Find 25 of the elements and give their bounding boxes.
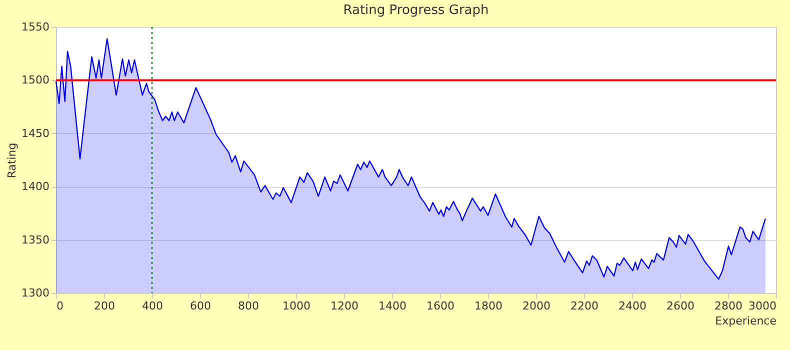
y-tick-label: 1450: [22, 126, 50, 140]
y-tick-label: 1300: [22, 286, 50, 300]
x-tick-label: 1400: [378, 300, 406, 312]
x-tick-label: 200: [94, 300, 115, 312]
y-tick-label: 1550: [22, 20, 50, 34]
y-tick-label: 1400: [22, 180, 50, 194]
y-tick-label: 1350: [22, 233, 50, 246]
x-tick-label: 600: [190, 300, 211, 312]
x-tick-label: 2400: [618, 300, 646, 312]
x-tick-label: 400: [142, 300, 163, 312]
x-tick-label: 1200: [330, 300, 358, 312]
x-tick-label: 0: [56, 300, 64, 312]
chart-title: Rating Progress Graph: [343, 3, 489, 18]
y-axis-title: Rating: [6, 142, 19, 178]
x-tick-label: 800: [238, 300, 259, 312]
x-axis-title: Experience: [715, 314, 777, 328]
x-tick-label: 2000: [522, 300, 550, 312]
x-tick-label: 3000: [748, 300, 776, 312]
x-tick-label: 1800: [474, 300, 502, 312]
x-tick-label: 2600: [666, 300, 694, 312]
x-tick-label: 1000: [282, 300, 310, 312]
x-tick-label: 1600: [426, 300, 454, 312]
y-tick-label: 1500: [22, 74, 50, 87]
x-tick-label: 2200: [570, 300, 598, 312]
x-tick-label: 2800: [714, 300, 742, 312]
